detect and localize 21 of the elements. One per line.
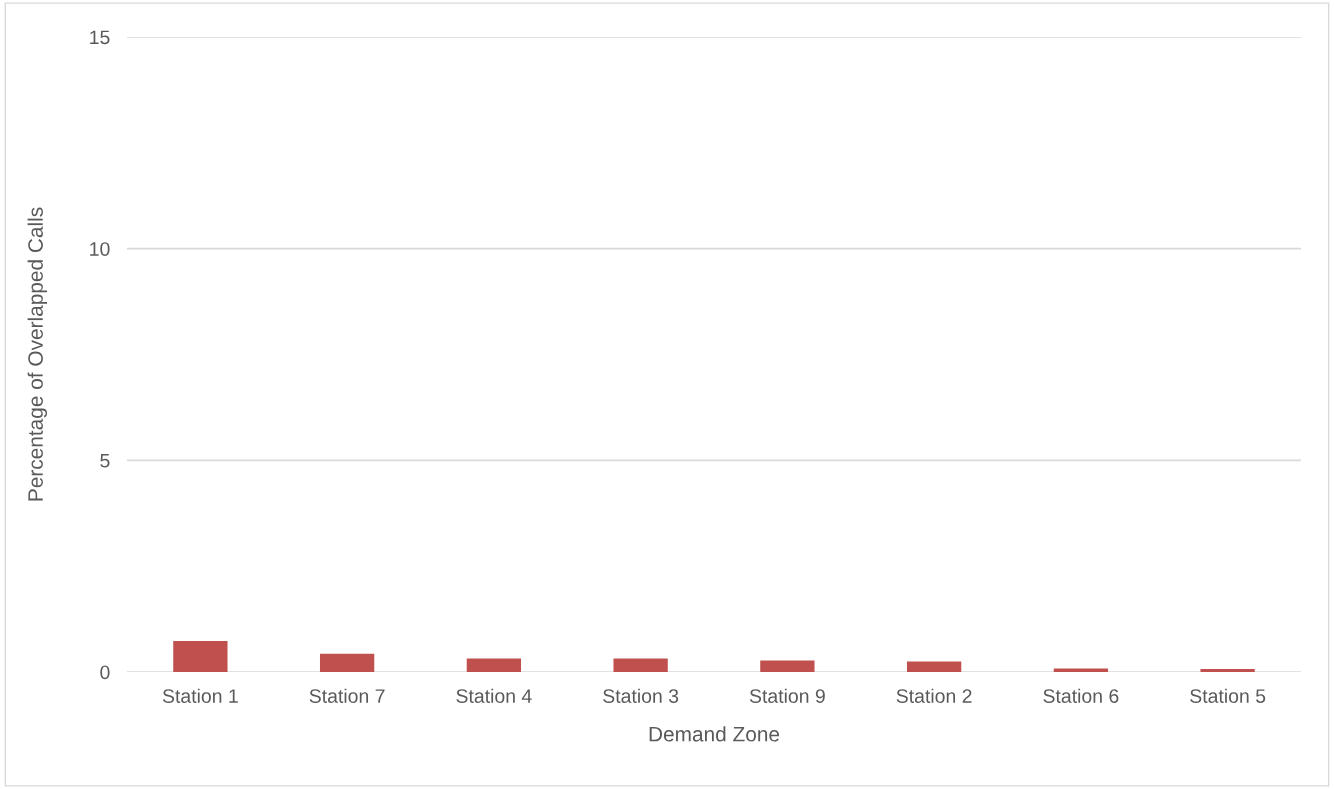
bar <box>1200 669 1255 672</box>
x-tick-label: Station 9 <box>749 688 825 703</box>
x-tick-label: Station 5 <box>1190 688 1266 703</box>
x-axis-title: Demand Zone <box>649 726 780 742</box>
x-tick-label: Station 3 <box>603 688 679 703</box>
y-axis-title: Percentage of Overlapped Calls <box>27 207 48 501</box>
bar <box>760 660 815 672</box>
bar <box>466 658 522 672</box>
y-tick-label: 5 <box>100 454 110 468</box>
x-tick-label: Station 1 <box>162 688 238 703</box>
bar <box>613 658 668 672</box>
x-tick-label: Station 2 <box>896 688 972 703</box>
y-tick-label: 15 <box>90 30 110 45</box>
y-tick-label: 0 <box>100 665 110 680</box>
y-tick-label: 10 <box>90 242 110 256</box>
bar <box>319 653 375 672</box>
bar <box>906 661 962 672</box>
x-tick-label: Station 6 <box>1043 688 1119 703</box>
x-tick-label: Station 4 <box>456 688 532 703</box>
x-tick-label: Station 7 <box>309 688 385 703</box>
bar <box>173 641 228 672</box>
